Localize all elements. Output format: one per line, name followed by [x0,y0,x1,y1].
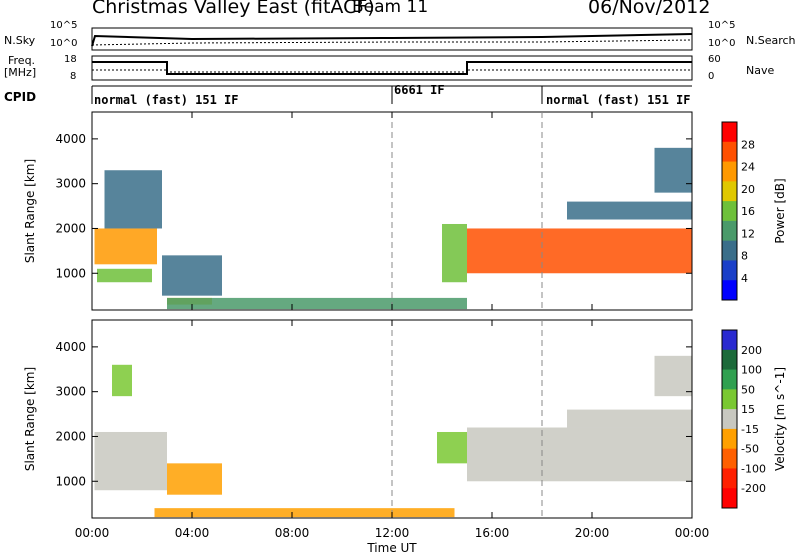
nave-label: Nave [746,64,775,77]
velocity-ytick-label-4000: 4000 [55,340,86,354]
nsearch-label: N.Search [746,34,796,47]
power-colorbar-tick-6: 8 [741,250,748,263]
velocity-region-3 [167,463,222,495]
velocity-region-7 [567,409,692,428]
power-region-6 [167,297,467,310]
freq-tick-high: 18 [64,54,77,65]
velocity-colorbar-segment-8 [722,468,737,489]
velocity-colorbar-label: Velocity [m s^-1] [773,367,787,471]
cpid-segment-3: normal (fast) 151 IF [546,93,691,107]
power-region-10 [654,147,692,193]
power-ytick-label-4000: 4000 [55,132,86,146]
freq-unit-label: [MHz] [4,66,37,79]
nave-tick-low: 0 [708,71,715,82]
freq-label: Freq. [8,54,36,67]
power-colorbar-label: Power [dB] [773,178,787,243]
power-ytick-label-2000: 2000 [55,221,86,235]
velocity-colorbar-segment-2 [722,349,737,371]
xtick-label-0: 00:00 [75,526,110,540]
power-colorbar-segment-1 [722,122,737,143]
nsearch-tick-low: 10^0 [708,38,736,49]
velocity-colorbar-tick-1: 200 [741,344,762,357]
velocity-colorbar-tick-4: 15 [741,403,755,416]
power-colorbar-segment-5 [722,201,737,222]
power-colorbar-tick-4: 16 [741,205,755,218]
power-colorbar-tick-1: 28 [741,138,755,151]
velocity-colorbar-tick-5: -15 [741,423,759,436]
power-region-2 [97,268,152,283]
power-colorbar-segment-3 [722,161,737,182]
velocity-region-5 [437,431,467,464]
velocity-colorbar-segment-7 [722,448,737,469]
velocity-region-4 [154,508,455,518]
velocity-ytick-label-2000: 2000 [55,429,86,443]
velocity-colorbar-segment-9 [722,488,737,509]
nsky-label: N.Sky [4,34,36,47]
velocity-colorbar-segment-4 [722,389,737,410]
nsky-tick-low: 10^0 [50,38,78,49]
plot-title: Christmas Valley East (fitACF) [92,0,375,18]
xtick-label-6: 00:00 [675,526,710,540]
velocity-ytick-label-3000: 3000 [55,385,86,399]
velocity-colorbar-tick-2: 100 [741,364,762,377]
nsky-strip-frame [91,27,693,51]
beam-label: Beam 11 [352,0,429,17]
freq-trace [92,61,692,75]
nave-trace [92,69,692,73]
velocity-region-1 [94,431,167,491]
power-region-4 [162,255,222,296]
cpid-segment-1: normal (fast) 151 IF [94,93,239,107]
velocity-ytick-label-1000: 1000 [55,474,86,488]
power-region-9 [567,201,692,220]
nsearch-trace [91,39,693,46]
xtick-label-3: 12:00 [375,526,410,540]
velocity-colorbar-segment-1 [722,330,737,351]
power-colorbar-tick-3: 20 [741,183,755,196]
power-region-1 [94,228,157,265]
freq-tick-low: 8 [70,71,77,82]
power-ytick-label-1000: 1000 [55,266,86,280]
xtick-label-4: 16:00 [475,526,510,540]
power-colorbar-tick-5: 12 [741,227,755,240]
xtick-label-1: 04:00 [175,526,210,540]
power-colorbar-segment-7 [722,240,737,261]
freq-strip-frame [91,55,693,81]
power-colorbar-segment-2 [722,141,737,163]
nsearch-tick-high: 10^5 [708,20,736,31]
xtick-label-2: 08:00 [275,526,310,540]
velocity-ylabel: Slant Range [km] [23,367,37,471]
velocity-colorbar-segment-6 [722,428,737,450]
power-region-3 [104,170,162,229]
power-colorbar-segment-6 [722,220,737,242]
xlabel: Time UT [366,541,417,554]
cpid-segment-2: 6661 IF [394,83,445,97]
power-colorbar-tick-7: 4 [741,272,748,285]
power-region-8 [467,228,692,274]
velocity-colorbar-tick-7: -100 [741,462,766,475]
nave-tick-high: 60 [708,54,721,65]
velocity-colorbar-tick-8: -200 [741,482,766,495]
velocity-region-6 [467,427,692,482]
velocity-colorbar-segment-5 [722,409,737,430]
power-region-7 [442,223,467,283]
power-ytick-label-3000: 3000 [55,177,86,191]
velocity-region-2 [112,364,132,397]
nsky-tick-high: 10^5 [50,20,78,31]
power-colorbar-segment-4 [722,181,737,202]
date-label: 06/Nov/2012 [588,0,711,18]
xtick-label-5: 20:00 [575,526,610,540]
velocity-region-8 [654,355,692,397]
power-colorbar-segment-9 [722,280,737,301]
power-ylabel: Slant Range [km] [23,159,37,263]
velocity-colorbar-frame [721,329,738,509]
power-colorbar-tick-2: 24 [741,161,755,174]
velocity-colorbar-segment-3 [722,369,737,390]
cpid-label: CPID [4,90,37,104]
velocity-colorbar-tick-3: 50 [741,383,755,396]
power-colorbar-segment-8 [722,260,737,281]
power-colorbar-frame [721,121,738,301]
velocity-colorbar-tick-6: -50 [741,443,759,456]
nsky-trace [91,33,693,47]
